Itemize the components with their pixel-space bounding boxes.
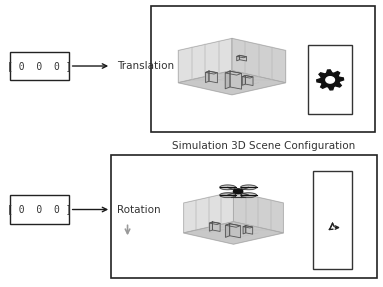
FancyBboxPatch shape — [313, 171, 352, 269]
Text: [ 0  0  0 ]: [ 0 0 0 ] — [7, 61, 72, 71]
Polygon shape — [225, 71, 242, 75]
Polygon shape — [241, 185, 257, 190]
Polygon shape — [242, 75, 246, 85]
Polygon shape — [206, 71, 209, 82]
Polygon shape — [209, 71, 218, 83]
Polygon shape — [326, 77, 334, 83]
Polygon shape — [230, 224, 241, 238]
Polygon shape — [184, 222, 283, 244]
Polygon shape — [210, 222, 220, 224]
Text: [ 0  0  0 ]: [ 0 0 0 ] — [7, 205, 72, 214]
Polygon shape — [178, 71, 286, 95]
Polygon shape — [237, 55, 240, 61]
Polygon shape — [225, 71, 230, 89]
FancyBboxPatch shape — [111, 155, 377, 278]
Text: Translation: Translation — [117, 61, 174, 71]
Polygon shape — [210, 222, 213, 231]
Polygon shape — [234, 192, 283, 233]
Text: Simulation 3D Scene Configuration: Simulation 3D Scene Configuration — [172, 141, 355, 151]
Polygon shape — [240, 55, 247, 61]
Polygon shape — [226, 224, 241, 227]
Polygon shape — [232, 38, 286, 83]
FancyBboxPatch shape — [10, 195, 69, 224]
Polygon shape — [317, 70, 344, 90]
Polygon shape — [234, 189, 243, 194]
Polygon shape — [242, 75, 253, 78]
Polygon shape — [184, 192, 234, 233]
FancyBboxPatch shape — [10, 52, 69, 80]
Polygon shape — [226, 224, 230, 237]
FancyBboxPatch shape — [151, 6, 375, 132]
Polygon shape — [243, 226, 246, 234]
Polygon shape — [237, 55, 247, 58]
Polygon shape — [230, 71, 242, 89]
Polygon shape — [206, 71, 218, 74]
Polygon shape — [213, 222, 220, 231]
Polygon shape — [220, 185, 236, 190]
Polygon shape — [246, 226, 253, 234]
Polygon shape — [241, 193, 257, 197]
Polygon shape — [220, 193, 236, 197]
Text: Rotation: Rotation — [117, 205, 160, 214]
Polygon shape — [243, 226, 253, 228]
Polygon shape — [178, 38, 232, 83]
Polygon shape — [246, 75, 253, 86]
FancyBboxPatch shape — [308, 45, 352, 114]
